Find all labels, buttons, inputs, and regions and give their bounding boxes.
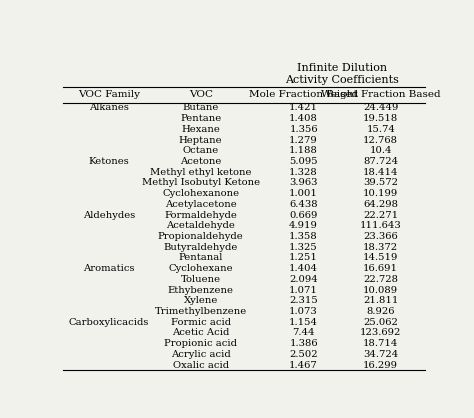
Text: Toluene: Toluene: [181, 275, 221, 284]
Text: Acetylacetone: Acetylacetone: [165, 200, 237, 209]
Text: Methyl ethyl ketone: Methyl ethyl ketone: [150, 168, 251, 177]
Text: 1.358: 1.358: [289, 232, 318, 241]
Text: Activity Coefficients: Activity Coefficients: [285, 75, 399, 85]
Text: 64.298: 64.298: [363, 200, 398, 209]
Text: Ketones: Ketones: [89, 157, 129, 166]
Text: 39.572: 39.572: [363, 178, 398, 187]
Text: 24.449: 24.449: [363, 104, 398, 112]
Text: Weight Fraction Based: Weight Fraction Based: [321, 90, 440, 99]
Text: 2.094: 2.094: [289, 275, 318, 284]
Text: Formaldehyde: Formaldehyde: [164, 211, 237, 219]
Text: 1.071: 1.071: [289, 285, 318, 295]
Text: 123.692: 123.692: [360, 329, 401, 337]
Text: 5.095: 5.095: [289, 157, 318, 166]
Text: Acetone: Acetone: [180, 157, 221, 166]
Text: 10.4: 10.4: [369, 146, 392, 155]
Text: 2.502: 2.502: [289, 350, 318, 359]
Text: VOC Family: VOC Family: [78, 90, 140, 99]
Text: 1.325: 1.325: [289, 243, 318, 252]
Text: 1.328: 1.328: [289, 168, 318, 177]
Text: 0.669: 0.669: [289, 211, 318, 219]
Text: 14.519: 14.519: [363, 253, 398, 263]
Text: Pentanal: Pentanal: [179, 253, 223, 263]
Text: VOC: VOC: [189, 90, 213, 99]
Text: 16.691: 16.691: [363, 264, 398, 273]
Text: 18.714: 18.714: [363, 339, 398, 348]
Text: 6.438: 6.438: [289, 200, 318, 209]
Text: 1.421: 1.421: [289, 104, 318, 112]
Text: 1.154: 1.154: [289, 318, 318, 327]
Text: Hexane: Hexane: [181, 125, 220, 134]
Text: 19.518: 19.518: [363, 114, 398, 123]
Text: 1.356: 1.356: [289, 125, 318, 134]
Text: 16.299: 16.299: [363, 361, 398, 370]
Text: 23.366: 23.366: [363, 232, 398, 241]
Text: Pentane: Pentane: [180, 114, 221, 123]
Text: 10.199: 10.199: [363, 189, 398, 198]
Text: Butane: Butane: [182, 104, 219, 112]
Text: Aromatics: Aromatics: [83, 264, 135, 273]
Text: 1.279: 1.279: [289, 135, 318, 145]
Text: 10.089: 10.089: [363, 285, 398, 295]
Text: 21.811: 21.811: [363, 296, 398, 305]
Text: 1.188: 1.188: [289, 146, 318, 155]
Text: Xylene: Xylene: [183, 296, 218, 305]
Text: Oxalic acid: Oxalic acid: [173, 361, 229, 370]
Text: Propionaldehyde: Propionaldehyde: [158, 232, 244, 241]
Text: Formic acid: Formic acid: [171, 318, 231, 327]
Text: 1.251: 1.251: [289, 253, 318, 263]
Text: 87.724: 87.724: [363, 157, 398, 166]
Text: Propionic acid: Propionic acid: [164, 339, 237, 348]
Text: 3.963: 3.963: [289, 178, 318, 187]
Text: 25.062: 25.062: [363, 318, 398, 327]
Text: Butyraldehyde: Butyraldehyde: [164, 243, 238, 252]
Text: 4.919: 4.919: [289, 221, 318, 230]
Text: 15.74: 15.74: [366, 125, 395, 134]
Text: 1.386: 1.386: [289, 339, 318, 348]
Text: Octane: Octane: [182, 146, 219, 155]
Text: Trimethylbenzene: Trimethylbenzene: [155, 307, 247, 316]
Text: 22.728: 22.728: [363, 275, 398, 284]
Text: 1.404: 1.404: [289, 264, 318, 273]
Text: Ethybenzene: Ethybenzene: [168, 285, 234, 295]
Text: Cyclohexane: Cyclohexane: [168, 264, 233, 273]
Text: Acetic Acid: Acetic Acid: [172, 329, 229, 337]
Text: Methyl Isobutyl Ketone: Methyl Isobutyl Ketone: [142, 178, 260, 187]
Text: Cyclohexanone: Cyclohexanone: [162, 189, 239, 198]
Text: Aldehydes: Aldehydes: [83, 211, 135, 219]
Text: 1.467: 1.467: [289, 361, 318, 370]
Text: 22.271: 22.271: [363, 211, 398, 219]
Text: 18.414: 18.414: [363, 168, 399, 177]
Text: 1.073: 1.073: [289, 307, 318, 316]
Text: Carboxylicacids: Carboxylicacids: [69, 318, 149, 327]
Text: 8.926: 8.926: [366, 307, 395, 316]
Text: Infinite Dilution: Infinite Dilution: [297, 63, 387, 73]
Text: 1.001: 1.001: [289, 189, 318, 198]
Text: 7.44: 7.44: [292, 329, 315, 337]
Text: 12.768: 12.768: [363, 135, 398, 145]
Text: Acrylic acid: Acrylic acid: [171, 350, 230, 359]
Text: 34.724: 34.724: [363, 350, 398, 359]
Text: 18.372: 18.372: [363, 243, 398, 252]
Text: 1.408: 1.408: [289, 114, 318, 123]
Text: Acetaldehyde: Acetaldehyde: [166, 221, 235, 230]
Text: 111.643: 111.643: [360, 221, 401, 230]
Text: Mole Fraction Based: Mole Fraction Based: [249, 90, 358, 99]
Text: 2.315: 2.315: [289, 296, 318, 305]
Text: Alkanes: Alkanes: [89, 104, 129, 112]
Text: Heptane: Heptane: [179, 135, 222, 145]
